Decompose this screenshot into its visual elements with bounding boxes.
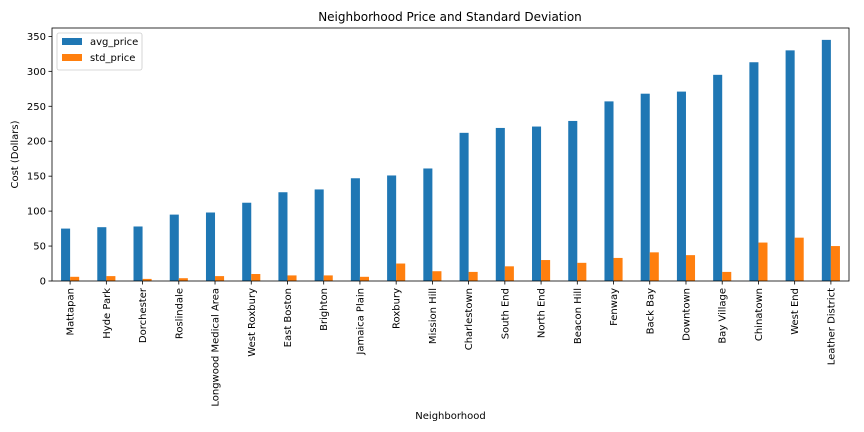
x-tick-label-16: Back Bay	[645, 288, 656, 334]
bar-avg_price-12	[495, 127, 505, 281]
x-tick-label-5: West Roxbury	[247, 288, 258, 357]
x-tick-label-18: Bay Village	[718, 288, 729, 344]
x-tick-label-9: Roxbury	[392, 288, 403, 329]
bar-avg_price-21	[821, 39, 831, 282]
x-tick-label-19: Chinatown	[754, 288, 765, 341]
x-tick-label-13: North End	[537, 288, 548, 338]
bar-avg_price-8	[350, 178, 360, 281]
bar-std_price-6	[287, 275, 297, 281]
bar-std_price-4	[215, 276, 225, 281]
x-tick-label-10: Mission Hill	[428, 288, 439, 344]
x-tick-label-2: Dorchester	[138, 287, 149, 343]
bar-avg_price-3	[169, 214, 179, 281]
chart-title: Neighborhood Price and Standard Deviatio…	[318, 10, 582, 24]
bar-std_price-15	[613, 257, 623, 281]
x-tick-label-11: Charlestown	[464, 288, 475, 350]
x-axis: Mattapan Hyde Park Dorchester Roslindale Lon…	[66, 281, 837, 407]
x-tick-label-21: Leather District	[826, 288, 837, 365]
bar-std_price-14	[577, 262, 587, 281]
legend: avg_price std_price	[56, 32, 143, 71]
x-tick-label-8: Jamaica Plain	[355, 288, 366, 356]
bar-avg_price-20	[785, 50, 795, 281]
bar-avg_price-10	[423, 168, 433, 281]
y-tick-label-7: 350	[27, 32, 46, 43]
x-tick-label-12: South End	[500, 288, 511, 339]
x-tick-label-7: Brighton	[319, 288, 330, 331]
x-tick-label-4: Longwood Medical Area	[211, 288, 222, 407]
bar-avg_price-9	[387, 175, 397, 281]
y-tick-label-4: 200	[27, 137, 46, 148]
x-tick-label-15: Fenway	[609, 288, 620, 326]
y-axis: 0 50 100 150 200 250 300 350	[27, 32, 52, 288]
plot-frame	[51, 27, 850, 282]
bar-std_price-9	[396, 263, 406, 281]
bar-avg_price-18	[713, 74, 723, 282]
legend-label-std_price: std_price	[90, 53, 135, 64]
x-tick-label-0: Mattapan	[66, 288, 77, 336]
bar-avg_price-6	[278, 192, 288, 281]
bar-avg_price-11	[459, 132, 469, 281]
bar-std_price-13	[541, 260, 551, 281]
x-tick-label-6: East Boston	[283, 288, 294, 347]
bar-avg_price-5	[242, 202, 252, 281]
y-tick-label-2: 100	[27, 207, 46, 218]
bar-std_price-7	[323, 275, 333, 281]
y-axis-label: Cost (Dollars)	[10, 120, 21, 188]
bar-avg_price-4	[205, 212, 216, 281]
bar-avg_price-1	[97, 227, 107, 281]
bar-avg_price-16	[640, 93, 650, 281]
bars-layer	[61, 39, 840, 282]
y-tick-label-1: 50	[33, 242, 46, 253]
bar-std_price-1	[106, 276, 116, 281]
bar-avg_price-19	[749, 62, 759, 282]
bar-std_price-19	[758, 242, 768, 281]
x-tick-label-14: Beacon Hill	[573, 288, 584, 344]
bar-std_price-5	[251, 274, 261, 281]
bar-std_price-2	[142, 278, 152, 281]
bar-std_price-20	[794, 237, 804, 281]
bar-avg_price-15	[604, 101, 614, 282]
x-tick-label-20: West End	[790, 288, 801, 335]
y-tick-label-6: 300	[27, 67, 46, 78]
x-axis-label: Neighborhood	[415, 411, 485, 422]
legend-label-avg_price: avg_price	[90, 37, 138, 48]
bar-std_price-10	[432, 271, 442, 281]
bar-std_price-17	[685, 255, 696, 281]
x-tick-label-1: Hyde Park	[102, 288, 113, 339]
bar-std_price-18	[722, 271, 732, 281]
bar-avg_price-2	[133, 226, 143, 281]
bar-std_price-21	[830, 246, 840, 281]
bar-avg_price-13	[532, 126, 542, 282]
bar-std_price-16	[649, 252, 659, 281]
bar-std_price-11	[468, 271, 478, 281]
y-tick-label-3: 150	[27, 172, 46, 183]
bar-avg_price-0	[61, 228, 71, 281]
x-tick-label-17: Downtown	[681, 288, 692, 341]
y-tick-label-5: 250	[27, 102, 46, 113]
legend-swatch-avg_price	[62, 38, 82, 45]
bar-std_price-0	[70, 276, 80, 281]
bar-avg_price-17	[676, 91, 686, 281]
bar-avg_price-7	[314, 189, 324, 281]
legend-swatch-std_price	[62, 54, 82, 61]
bar-avg_price-14	[568, 120, 578, 282]
bar-std_price-3	[178, 278, 188, 281]
bar-std_price-12	[504, 266, 514, 281]
bar-std_price-8	[359, 276, 369, 281]
x-tick-label-3: Roslindale	[174, 288, 185, 339]
y-tick-label-0: 0	[40, 277, 46, 288]
